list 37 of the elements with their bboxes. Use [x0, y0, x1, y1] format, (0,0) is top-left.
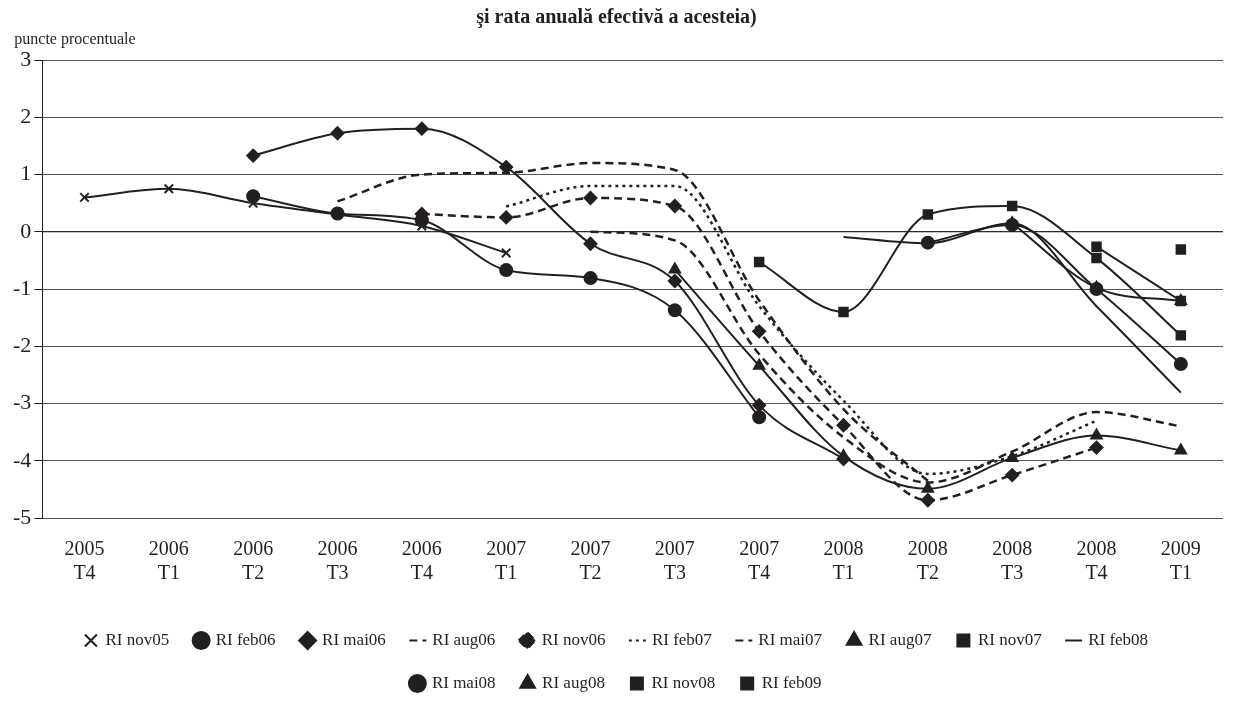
- y-tick-label: 1: [20, 160, 32, 186]
- x-tick-label: 2007 T4: [739, 537, 780, 584]
- legend-label: RI mai07: [758, 629, 823, 649]
- x-tick-label: 2007 T1: [486, 537, 527, 584]
- legend-label: RI nov05: [105, 629, 170, 649]
- x-tick-label: 2006 T4: [401, 537, 442, 584]
- x-tick-label: 2005 T4: [64, 537, 105, 584]
- y-tick-label: 0: [20, 217, 32, 243]
- x-tick-label: 2008 T1: [823, 537, 864, 584]
- x-tick-label: 2008 T3: [992, 537, 1033, 584]
- y-tick-label: -5: [13, 503, 32, 529]
- x-tick-label: 2008 T2: [907, 537, 948, 584]
- y-tick-label: 2: [20, 103, 32, 129]
- legend-label: RI nov06: [541, 629, 606, 649]
- legend-label: RI aug08: [542, 672, 605, 692]
- x-tick-label: 2007 T2: [570, 537, 611, 584]
- legend-label: RI nov08: [651, 672, 716, 692]
- y-tick-label: -1: [13, 274, 32, 300]
- legend-label: RI aug06: [432, 629, 496, 649]
- legend-label: RI feb09: [761, 672, 822, 692]
- x-tick-label: 2009 T1: [1160, 537, 1201, 584]
- y-tick-label: -4: [13, 446, 32, 472]
- legend-label: RI mai08: [431, 672, 496, 692]
- chart-title: şi rata anuală efectivă a acesteia): [476, 5, 757, 29]
- legend-label: RI mai06: [322, 629, 386, 649]
- y-tick-label: -3: [13, 389, 32, 415]
- legend-label: RI feb06: [215, 629, 276, 649]
- x-tick-label: 2006 T1: [148, 537, 189, 584]
- legend-label: RI feb07: [651, 629, 713, 649]
- y-tick-label: -2: [13, 332, 32, 358]
- x-tick-label: 2006 T3: [317, 537, 358, 584]
- x-tick-label: 2007 T3: [654, 537, 695, 584]
- x-tick-label: 2006 T2: [233, 537, 274, 584]
- legend-label: RI feb08: [1088, 629, 1149, 649]
- legend-label: RI nov07: [977, 629, 1043, 649]
- legend-label: RI aug07: [868, 629, 932, 649]
- x-tick-label: 2008 T4: [1076, 537, 1117, 584]
